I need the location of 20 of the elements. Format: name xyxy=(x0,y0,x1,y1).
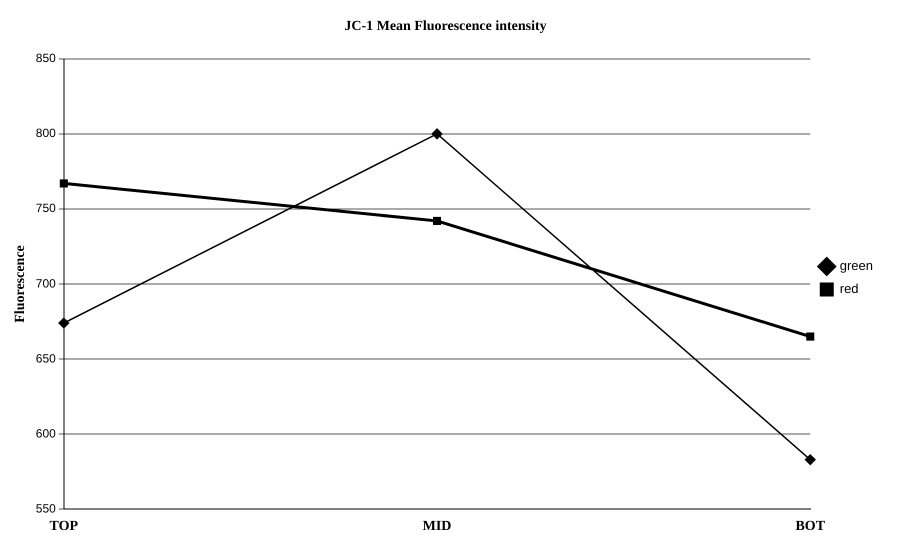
legend-label: red xyxy=(840,281,859,296)
y-tick-label: 800 xyxy=(36,126,56,140)
y-tick-label: 550 xyxy=(36,502,56,516)
y-tick-label: 750 xyxy=(36,201,56,216)
x-tick-label: BOT xyxy=(795,519,826,534)
x-tick-label: MID xyxy=(422,519,452,534)
y-tick-label: 700 xyxy=(36,276,56,290)
point xyxy=(432,128,443,140)
point xyxy=(806,332,814,341)
y-tick-label: 650 xyxy=(36,351,56,366)
y-tick-label: 600 xyxy=(36,426,56,440)
chart-title: JC-1 Mean Fluorescence intensity xyxy=(344,19,547,34)
point xyxy=(58,318,70,329)
legend-label: green xyxy=(840,258,873,274)
point xyxy=(433,216,442,225)
point xyxy=(804,454,816,466)
y-tick-label: 850 xyxy=(36,51,56,66)
point xyxy=(60,179,68,188)
y-axis-title: Fluorescence xyxy=(13,245,28,323)
x-tick-label: TOP xyxy=(50,519,79,534)
